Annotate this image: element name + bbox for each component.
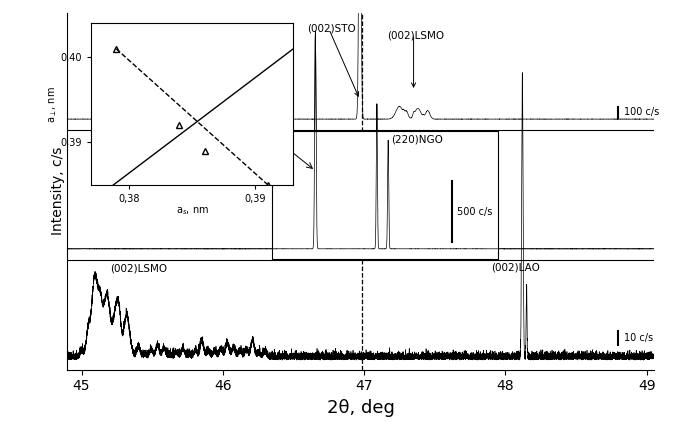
Bar <box>272 130 498 259</box>
Text: (002)STO: (002)STO <box>307 23 357 34</box>
X-axis label: a$_s$, nm: a$_s$, nm <box>176 205 208 217</box>
Y-axis label: Intensity, c/s: Intensity, c/s <box>51 147 65 235</box>
Text: (002)LSMO: (002)LSMO <box>194 133 251 142</box>
Text: 10 c/s: 10 c/s <box>624 333 653 343</box>
Text: 500 c/s: 500 c/s <box>458 207 493 217</box>
Text: (002)LSMO: (002)LSMO <box>387 31 444 40</box>
Text: 100 c/s: 100 c/s <box>624 107 659 117</box>
Y-axis label: a$_\perp$, nm: a$_\perp$, nm <box>47 86 59 122</box>
Text: (002)LAO: (002)LAO <box>491 262 540 272</box>
Text: 46.803: 46.803 <box>325 353 357 362</box>
Text: (220)NGO: (220)NGO <box>391 134 443 144</box>
Text: (002)LSMO: (002)LSMO <box>110 264 167 274</box>
X-axis label: 2θ, deg: 2θ, deg <box>327 399 394 417</box>
